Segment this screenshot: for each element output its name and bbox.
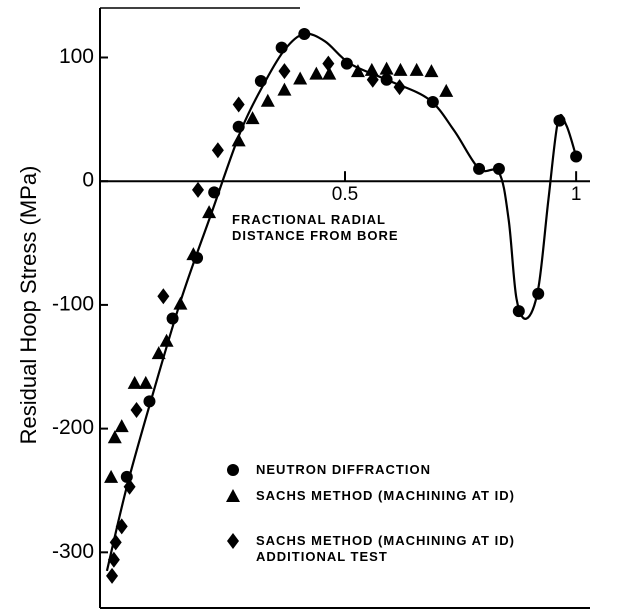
point [277, 82, 292, 96]
point [254, 74, 267, 87]
x-tick-label: 0.5 [332, 184, 358, 205]
y-tick-label: -200 [52, 416, 94, 439]
x-tick-label: 1 [571, 184, 582, 205]
point [173, 296, 188, 310]
legend-label: NEUTRON DIFFRACTION [256, 462, 431, 477]
point [166, 312, 179, 325]
point [186, 247, 201, 261]
point [409, 62, 424, 76]
point [322, 55, 335, 72]
point [293, 71, 308, 85]
point [232, 96, 245, 113]
point [298, 27, 311, 40]
point [114, 419, 129, 433]
point [364, 62, 379, 76]
point [340, 57, 353, 70]
point [570, 150, 583, 163]
point [202, 205, 217, 219]
point [275, 41, 288, 54]
y-tick-label: 0 [82, 169, 94, 192]
point [107, 551, 120, 568]
y-axis-label: Residual Hoop Stress (MPa) [16, 166, 41, 445]
point [532, 287, 545, 300]
point [350, 64, 365, 78]
point [245, 111, 260, 125]
point [211, 142, 224, 159]
point [439, 83, 454, 97]
point [473, 162, 486, 175]
point [553, 114, 566, 127]
point [107, 430, 122, 444]
point [192, 181, 204, 198]
point [115, 518, 128, 535]
legend-label: SACHS METHOD (MACHINING AT ID) [256, 488, 515, 503]
legend-label: SACHS METHOD (MACHINING AT ID) ADDITIONA… [256, 533, 515, 564]
point [426, 96, 439, 109]
point [232, 120, 245, 133]
x-axis-label: FRACTIONAL RADIAL DISTANCE FROM BORE [232, 212, 399, 243]
legend-marker [227, 533, 239, 549]
point [393, 79, 406, 96]
point [492, 162, 505, 175]
fit-curve [105, 32, 578, 572]
point [151, 346, 166, 360]
point [424, 64, 439, 78]
point [322, 66, 337, 80]
point [380, 73, 393, 86]
point [130, 402, 143, 419]
point [109, 534, 122, 551]
y-tick-label: 100 [59, 45, 94, 68]
point [127, 375, 142, 389]
point [106, 567, 119, 584]
point [231, 133, 246, 147]
legend-marker [226, 489, 240, 502]
point [309, 66, 324, 80]
point [104, 469, 119, 483]
point [278, 63, 291, 80]
point [138, 375, 153, 389]
point [512, 305, 525, 318]
point [366, 71, 379, 88]
point [143, 395, 156, 408]
point [159, 333, 174, 347]
point [393, 62, 408, 76]
point [379, 61, 394, 75]
point [157, 288, 170, 305]
point [260, 93, 275, 107]
legend-marker [227, 464, 239, 476]
point [123, 478, 136, 495]
y-tick-label: -100 [52, 292, 94, 315]
y-tick-label: -300 [52, 540, 94, 563]
point [208, 186, 221, 199]
